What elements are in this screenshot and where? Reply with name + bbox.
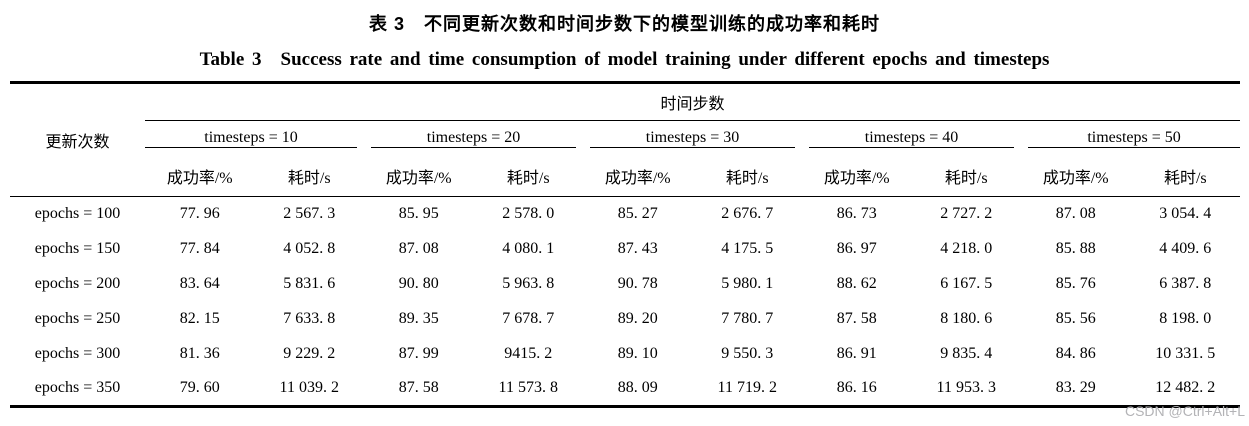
cell-time-cost: 4 052. 8 bbox=[283, 240, 336, 257]
cell-time-cost: 7 678. 7 bbox=[502, 310, 555, 327]
cell-time-cost: 2 567. 3 bbox=[283, 205, 336, 223]
cell-success-rate: 89. 35 bbox=[398, 310, 439, 327]
cell-time-cost: 4 080. 1 bbox=[502, 240, 555, 257]
subheader-time-cost-3: 耗时/s bbox=[692, 156, 802, 197]
subheader-success-rate-4: 成功率/% bbox=[802, 156, 912, 197]
cell-success-rate: 87. 99 bbox=[398, 345, 439, 362]
cell-time-cost: 7 780. 7 bbox=[721, 310, 774, 327]
cell-success-rate: 90. 78 bbox=[617, 275, 658, 292]
group-header-label: timesteps = 50 bbox=[1028, 129, 1241, 149]
subheader-time-cost-4: 耗时/s bbox=[911, 156, 1021, 197]
table-row-epochs-300: epochs = 300 81. 36 9 229. 2 87. 99 9415… bbox=[10, 337, 1240, 372]
cell-time-cost: 4 218. 0 bbox=[940, 240, 993, 257]
group-header-label: timesteps = 20 bbox=[371, 129, 576, 149]
cell-time-cost: 5 980. 1 bbox=[721, 275, 774, 292]
cell-success-rate: 86. 91 bbox=[836, 345, 877, 362]
row-label: epochs = 350 bbox=[34, 379, 121, 397]
row-group-header-epochs: 更新次数 bbox=[10, 82, 145, 197]
table-row-epochs-250: epochs = 250 82. 15 7 633. 8 89. 35 7 67… bbox=[10, 302, 1240, 337]
cell-success-rate: 85. 95 bbox=[398, 205, 439, 223]
row-label: epochs = 250 bbox=[34, 310, 121, 327]
subheader-time-cost-5: 耗时/s bbox=[1130, 156, 1241, 197]
subheader-time-cost-1: 耗时/s bbox=[254, 156, 364, 197]
subheader-success-rate-5: 成功率/% bbox=[1021, 156, 1131, 197]
cell-success-rate: 84. 86 bbox=[1055, 345, 1096, 362]
cell-success-rate: 87. 43 bbox=[617, 240, 658, 257]
cell-success-rate: 88. 62 bbox=[836, 275, 877, 292]
row-label: epochs = 100 bbox=[34, 205, 121, 223]
cell-success-rate: 86. 73 bbox=[836, 205, 877, 223]
group-header-timesteps-10: timesteps = 10 bbox=[145, 121, 364, 157]
cell-success-rate: 82. 15 bbox=[179, 310, 220, 327]
cell-time-cost: 8 180. 6 bbox=[940, 310, 993, 327]
cell-success-rate: 89. 20 bbox=[617, 310, 658, 327]
results-table: 更新次数 时间步数 timesteps = 10 timesteps = 20 … bbox=[10, 81, 1241, 408]
cell-time-cost: 10 331. 5 bbox=[1155, 345, 1216, 362]
cell-success-rate: 86. 16 bbox=[836, 379, 877, 397]
csdn-watermark: CSDN @Ctrl+Alt+L bbox=[1124, 403, 1245, 419]
subheader-success-rate-2: 成功率/% bbox=[364, 156, 474, 197]
row-label: epochs = 200 bbox=[34, 275, 121, 292]
cell-time-cost: 6 167. 5 bbox=[940, 275, 993, 292]
cell-time-cost: 7 633. 8 bbox=[283, 310, 336, 327]
group-header-timesteps-30: timesteps = 30 bbox=[583, 121, 802, 157]
cell-time-cost: 11 719. 2 bbox=[717, 379, 777, 397]
cell-success-rate: 89. 10 bbox=[617, 345, 658, 362]
row-label: epochs = 300 bbox=[34, 345, 121, 362]
cell-time-cost: 11 039. 2 bbox=[279, 379, 339, 397]
cell-time-cost: 5 963. 8 bbox=[502, 275, 555, 292]
row-label: epochs = 150 bbox=[34, 240, 121, 257]
cell-success-rate: 87. 58 bbox=[398, 379, 439, 397]
cell-success-rate: 85. 27 bbox=[617, 205, 658, 223]
cell-time-cost: 6 387. 8 bbox=[1159, 275, 1212, 292]
group-header-timesteps-50: timesteps = 50 bbox=[1021, 121, 1241, 157]
group-header-label: timesteps = 40 bbox=[809, 129, 1014, 149]
table-title-chinese: 表 3 不同更新次数和时间步数下的模型训练的成功率和耗时 bbox=[368, 14, 880, 34]
cell-time-cost: 11 953. 3 bbox=[936, 379, 996, 397]
cell-time-cost: 4 409. 6 bbox=[1159, 240, 1212, 257]
cell-time-cost: 9 835. 4 bbox=[940, 345, 993, 362]
table-row-epochs-200: epochs = 200 83. 64 5 831. 6 90. 80 5 96… bbox=[10, 267, 1240, 302]
subheader-time-cost-2: 耗时/s bbox=[473, 156, 583, 197]
table-row-epochs-150: epochs = 150 77. 84 4 052. 8 87. 08 4 08… bbox=[10, 232, 1240, 267]
cell-success-rate: 86. 97 bbox=[836, 240, 877, 257]
group-header-timesteps-40: timesteps = 40 bbox=[802, 121, 1021, 157]
cell-success-rate: 81. 36 bbox=[179, 345, 220, 362]
col-group-header-timesteps: 时间步数 bbox=[145, 82, 1241, 121]
cell-time-cost: 3 054. 4 bbox=[1159, 205, 1212, 223]
subheader-success-rate-1: 成功率/% bbox=[145, 156, 255, 197]
cell-success-rate: 87. 58 bbox=[836, 310, 877, 327]
cell-time-cost: 2 676. 7 bbox=[721, 205, 774, 223]
cell-success-rate: 77. 84 bbox=[179, 240, 220, 257]
cell-time-cost: 11 573. 8 bbox=[498, 379, 558, 397]
table-title-english: Table 3 Success rate and time consumptio… bbox=[199, 49, 1050, 70]
cell-time-cost: 8 198. 0 bbox=[1159, 310, 1212, 327]
cell-time-cost: 9 229. 2 bbox=[283, 345, 336, 362]
group-header-label: timesteps = 10 bbox=[145, 129, 357, 149]
cell-time-cost: 2 578. 0 bbox=[502, 205, 555, 223]
table-row-epochs-350: epochs = 350 79. 60 11 039. 2 87. 58 11 … bbox=[10, 372, 1240, 407]
cell-success-rate: 85. 56 bbox=[1055, 310, 1096, 327]
cell-time-cost: 5 831. 6 bbox=[283, 275, 336, 292]
cell-time-cost: 12 482. 2 bbox=[1155, 379, 1216, 397]
cell-success-rate: 85. 88 bbox=[1055, 240, 1096, 257]
cell-success-rate: 79. 60 bbox=[179, 379, 220, 397]
cell-success-rate: 87. 08 bbox=[398, 240, 439, 257]
group-header-timesteps-20: timesteps = 20 bbox=[364, 121, 583, 157]
cell-time-cost: 9415. 2 bbox=[504, 345, 553, 362]
cell-time-cost: 4 175. 5 bbox=[721, 240, 774, 257]
cell-success-rate: 90. 80 bbox=[398, 275, 439, 292]
group-header-label: timesteps = 30 bbox=[590, 129, 795, 149]
cell-success-rate: 83. 29 bbox=[1055, 379, 1096, 397]
cell-time-cost: 9 550. 3 bbox=[721, 345, 774, 362]
subheader-success-rate-3: 成功率/% bbox=[583, 156, 693, 197]
cell-success-rate: 88. 09 bbox=[617, 379, 658, 397]
table-row-epochs-100: epochs = 100 77. 96 2 567. 3 85. 95 2 57… bbox=[10, 197, 1240, 232]
cell-time-cost: 2 727. 2 bbox=[940, 205, 993, 223]
cell-success-rate: 83. 64 bbox=[179, 275, 220, 292]
cell-success-rate: 87. 08 bbox=[1055, 205, 1096, 223]
cell-success-rate: 77. 96 bbox=[179, 205, 220, 223]
cell-success-rate: 85. 76 bbox=[1055, 275, 1096, 292]
